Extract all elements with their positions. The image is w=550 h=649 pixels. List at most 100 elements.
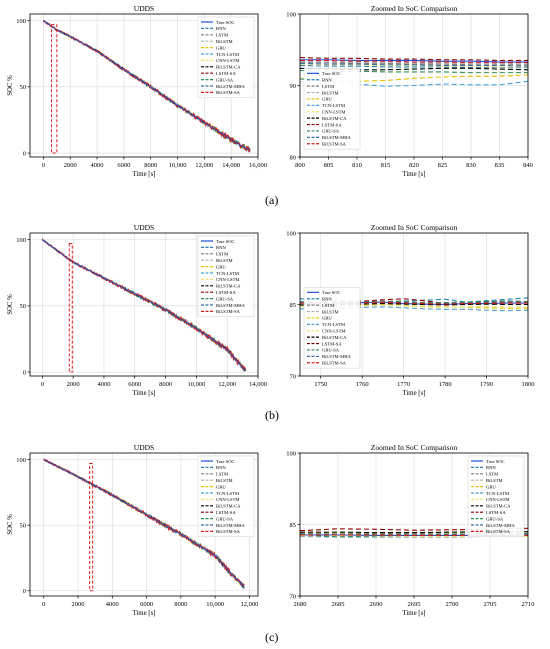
series-line [300, 59, 528, 64]
plot-area [300, 297, 528, 312]
x-tick-label: 10,000 [206, 601, 224, 608]
x-tick-label: 0 [41, 381, 44, 388]
series-line-true-soc [42, 239, 246, 371]
y-tick-label: 0 [23, 369, 26, 376]
legend-label: True SOC [216, 239, 235, 244]
y-tick-label: 70 [290, 593, 297, 600]
series-line-true-soc [43, 459, 245, 588]
series-line [300, 78, 528, 87]
legend-label: CNN-LSTM [216, 277, 239, 282]
x-tick-label: 6000 [117, 162, 130, 169]
x-tick-label: 805 [324, 162, 334, 169]
legend-label: TCN-LSTM [216, 52, 239, 57]
x-tick-label: 1790 [480, 381, 493, 388]
chart-a-left: 0 2000 4000 6000 8000 10,000 12,000 14,000 16,00… [7, 4, 267, 178]
series-line [300, 306, 528, 312]
legend-label: LSTM [486, 472, 498, 477]
series-line [300, 304, 528, 308]
plot-area [43, 19, 251, 154]
legend-label: LSTM-SA [216, 510, 236, 515]
chart-c-right: 2680 2685 2690 2695 2700 2705 2710 70 85 100 Zoome… [286, 443, 534, 617]
legend-label: GRU [216, 45, 226, 50]
legend-label: True SOC [486, 459, 505, 464]
y-tick-label: 70 [290, 373, 297, 380]
legend-label: BiLSTM-CA [216, 504, 241, 509]
x-tick-label: 12,000 [195, 162, 213, 169]
legend-label: BiLSTM-SA [216, 529, 241, 534]
x-tick-label: 2000 [72, 601, 85, 608]
y-tick-label: 100 [16, 457, 26, 464]
x-tick-label: 0 [42, 162, 45, 169]
x-tick-label: 14,000 [222, 162, 240, 169]
chart-a-right: 800 805 810 815 820 825 830 835 840 80 90 100 Zoomed… [286, 4, 533, 178]
x-tick-label: 2000 [67, 381, 80, 388]
legend-label: GRU-SA [322, 348, 340, 353]
chart-title: Zoomed In SoC Comparison [371, 4, 458, 13]
y-tick-label: 50 [20, 303, 27, 310]
legend-label: LSTM-SA [322, 341, 342, 346]
legend-label: TCN-LSTM [216, 271, 239, 276]
x-axis-label: Time [s] [403, 390, 426, 397]
series-line [300, 531, 528, 534]
series-line [300, 67, 528, 71]
y-tick-label: 100 [286, 450, 296, 457]
chart-title: UDDS [134, 443, 154, 452]
series-line [300, 298, 528, 305]
series-line [300, 297, 528, 303]
x-tick-label: 2000 [64, 162, 77, 169]
x-tick-label: 835 [495, 162, 505, 169]
chart-b-right: 1750 1760 1770 1780 1790 1800 70 85 100 Zoomed In… [286, 223, 534, 397]
legend-label: BiLSTM [322, 90, 339, 95]
chart-title: Zoomed In SoC Comparison [371, 223, 458, 232]
chart-title: UDDS [134, 4, 154, 13]
plot-area [43, 458, 245, 592]
legend-label: BiLSTM-CA [216, 284, 241, 289]
legend-label: BiLSTM-MHA [216, 303, 246, 308]
plot-frame [29, 13, 259, 158]
legend-label: BiLSTM [216, 478, 233, 483]
chart-c-left: 0 2000 4000 6000 8000 10,000 12,000 0 50 100 UDDS T… [7, 443, 259, 617]
legend-label: GRU-SA [486, 516, 504, 521]
zoom-box [50, 24, 58, 154]
legend-label: CNN-LSTM [486, 497, 509, 502]
x-tick-label: 800 [295, 162, 305, 169]
legend-label: BiLSTM [216, 258, 233, 263]
legend-label: BiLSTM [216, 39, 233, 44]
x-tick-label: 2705 [484, 601, 497, 608]
series-line [300, 64, 528, 69]
legend-box [303, 287, 361, 369]
plot-area [41, 238, 247, 373]
legend-label: LSTM [216, 472, 228, 477]
y-tick-label: 100 [286, 11, 296, 18]
legend-label: BiLSTM [322, 309, 339, 314]
legend-label: GRU-SA [322, 129, 340, 134]
x-tick-label: 0 [42, 601, 45, 608]
series-line [300, 57, 528, 62]
y-tick-label: 100 [286, 230, 296, 237]
legend-label: BiLSTM-MHA [486, 523, 516, 528]
legend-box [303, 68, 361, 150]
series-line [300, 301, 528, 305]
legend-label: LSTM-SA [216, 290, 236, 295]
x-tick-label: 14,000 [249, 381, 267, 388]
x-tick-label: 8000 [174, 601, 187, 608]
x-tick-label: 2710 [522, 601, 535, 608]
legend-label: BiLSTM-CA [216, 65, 241, 70]
legend-label: LSTM-SA [216, 71, 236, 76]
legend-label: GRU-SA [216, 516, 234, 521]
series-line [300, 60, 528, 65]
legend-label: True SOC [216, 20, 235, 25]
y-tick-label: 100 [16, 237, 26, 244]
y-tick-label: 90 [290, 83, 297, 90]
legend-label: GRU [216, 264, 226, 269]
x-tick-label: 810 [352, 162, 362, 169]
zoom-box [89, 462, 94, 592]
legend-label: BiLSTM-SA [486, 529, 511, 534]
plot-area [300, 57, 528, 87]
x-tick-label: 815 [381, 162, 391, 169]
legend-label: True SOC [322, 290, 341, 295]
y-tick-label: 100 [16, 18, 26, 25]
legend-label: RNN [216, 245, 226, 250]
